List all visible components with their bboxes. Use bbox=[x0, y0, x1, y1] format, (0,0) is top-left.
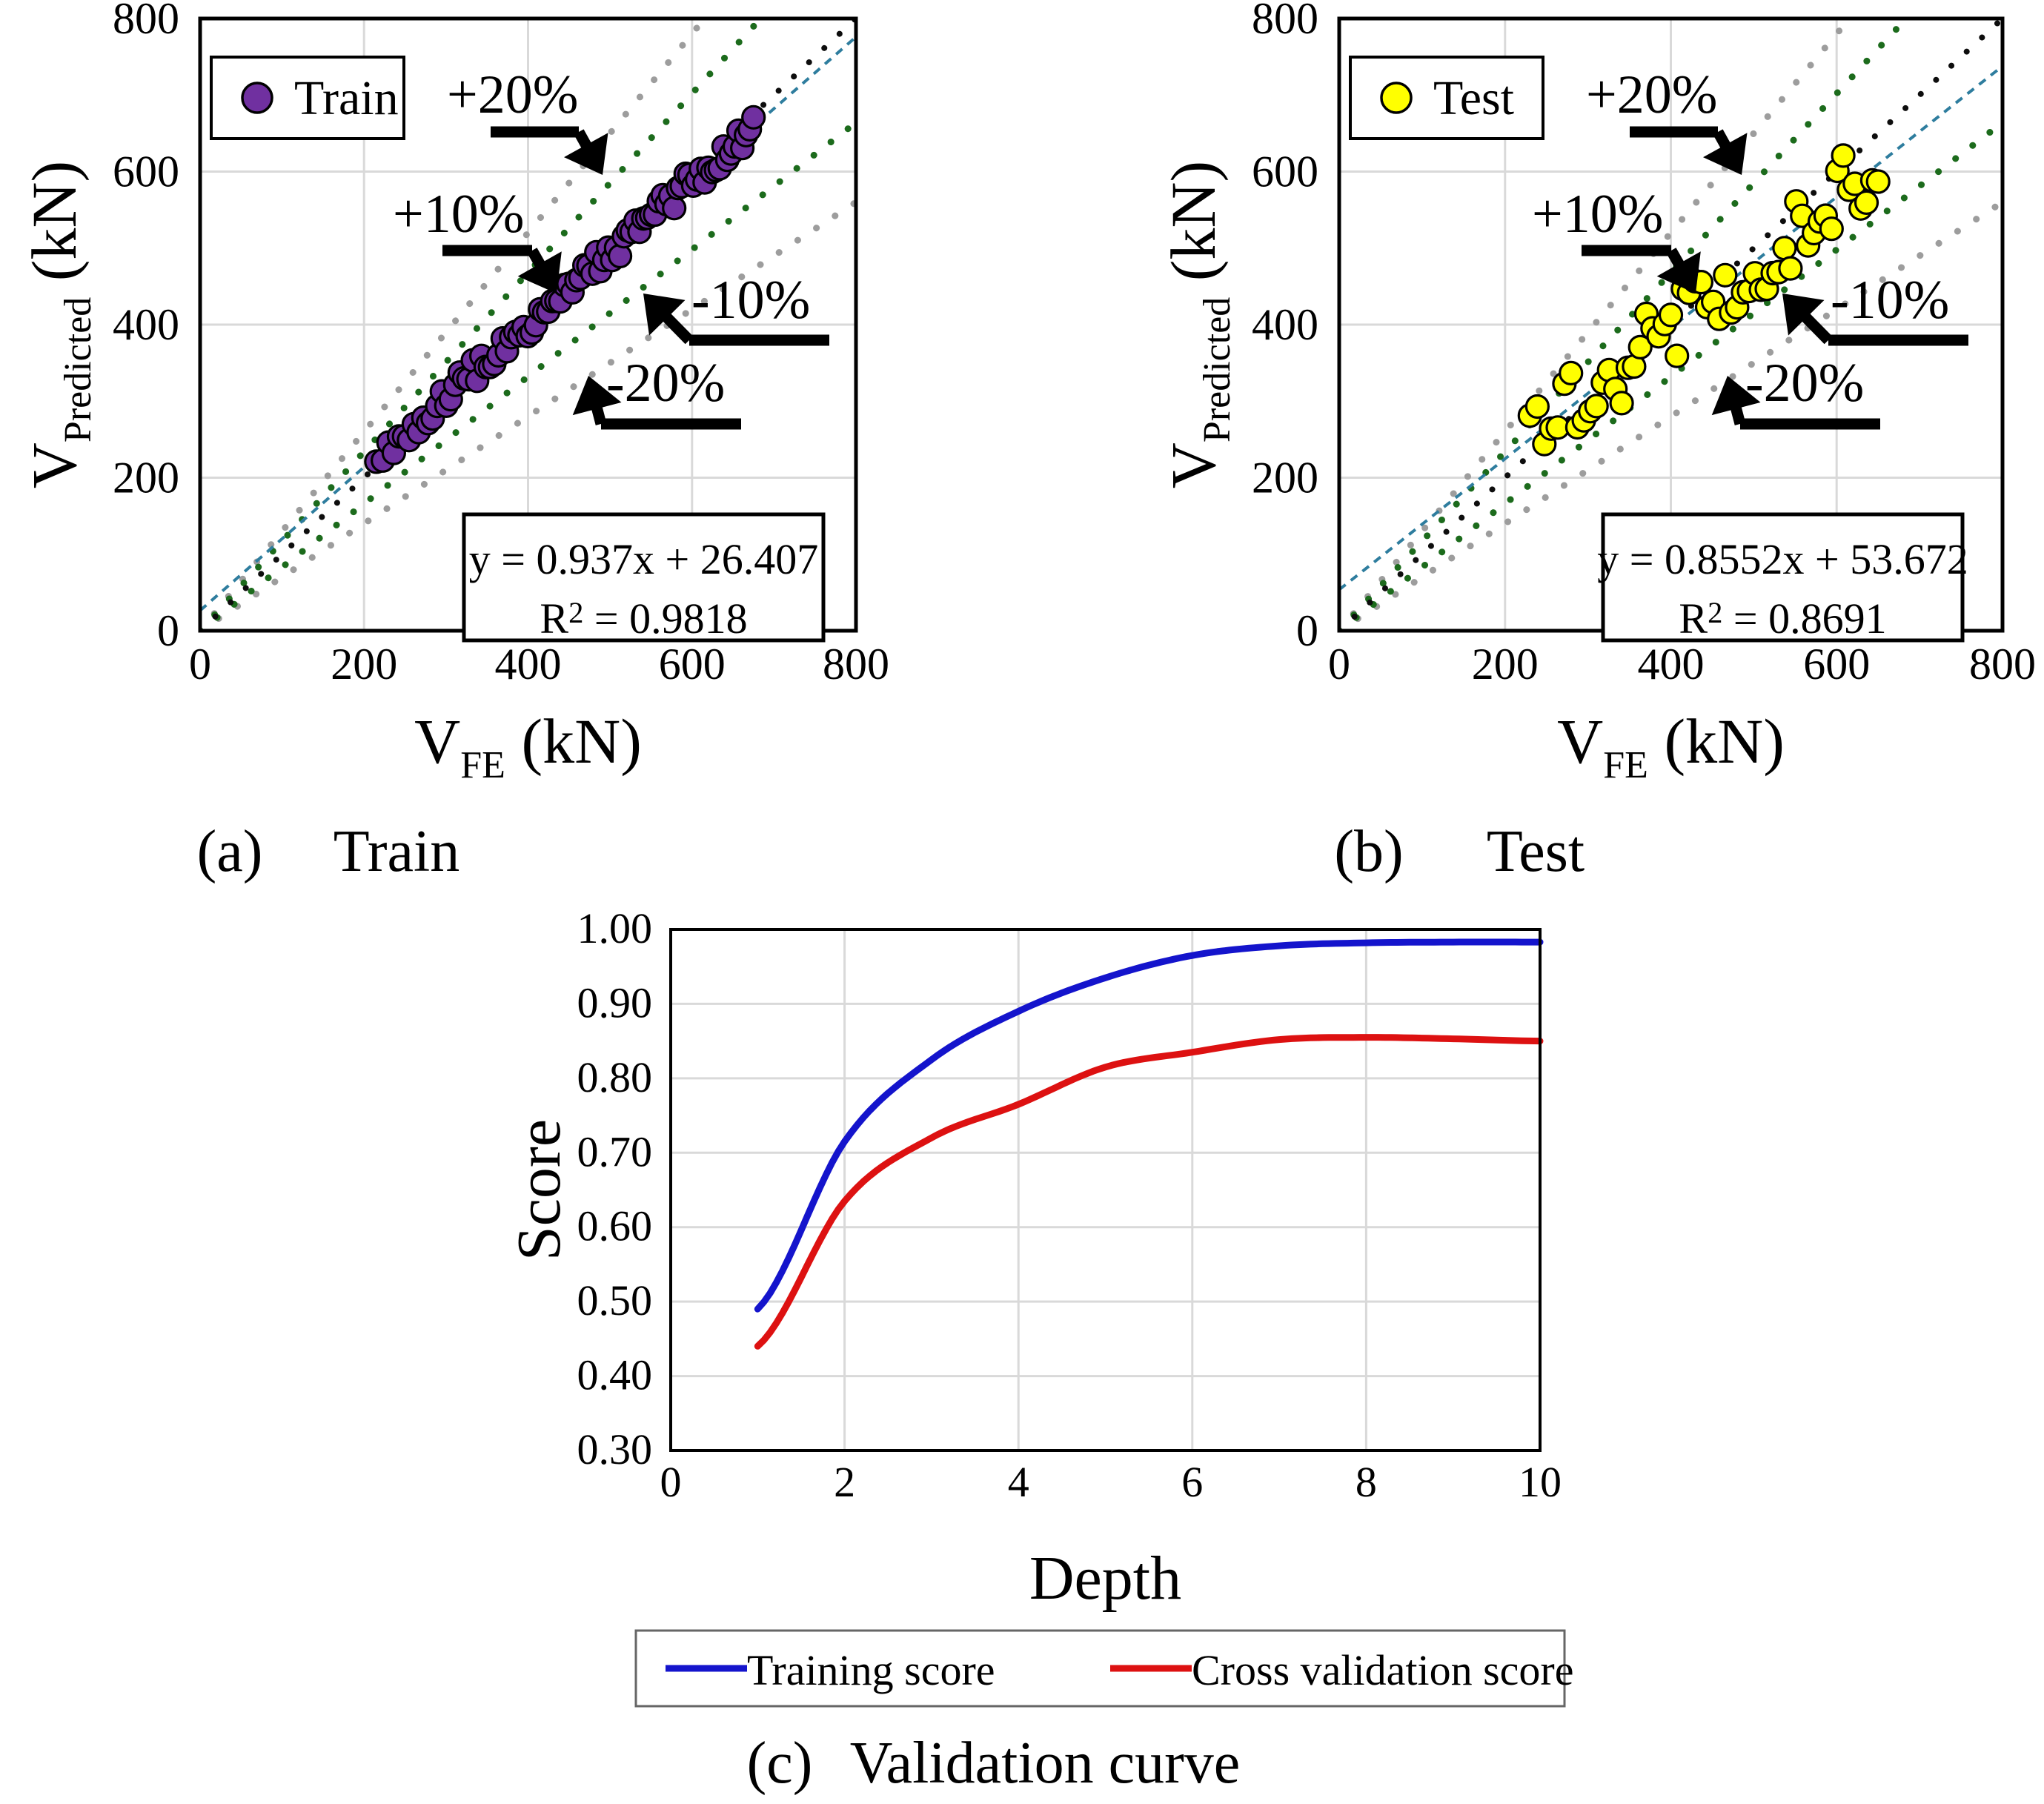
svg-text:+20%: +20% bbox=[447, 64, 578, 125]
svg-text:6: 6 bbox=[1181, 1458, 1203, 1506]
svg-text:Depth: Depth bbox=[1029, 1544, 1181, 1613]
svg-text:1.00: 1.00 bbox=[577, 904, 653, 952]
svg-text:400: 400 bbox=[1638, 640, 1705, 689]
svg-text:Train: Train bbox=[294, 71, 399, 125]
svg-text:(a): (a) bbox=[197, 819, 263, 884]
svg-text:0.30: 0.30 bbox=[577, 1425, 653, 1473]
svg-text:+10%: +10% bbox=[393, 184, 524, 245]
svg-text:(b): (b) bbox=[1334, 819, 1403, 884]
svg-text:+20%: +20% bbox=[1586, 64, 1717, 125]
svg-text:0.90: 0.90 bbox=[577, 978, 653, 1027]
svg-text:VFE (kN): VFE (kN) bbox=[414, 706, 642, 786]
svg-text:600: 600 bbox=[113, 147, 179, 196]
svg-text:400: 400 bbox=[113, 300, 179, 349]
svg-text:10: 10 bbox=[1519, 1458, 1562, 1506]
svg-text:0.50: 0.50 bbox=[577, 1276, 653, 1324]
svg-text:400: 400 bbox=[1252, 300, 1318, 349]
svg-text:200: 200 bbox=[1472, 640, 1539, 689]
svg-text:VFE (kN): VFE (kN) bbox=[1557, 706, 1785, 786]
svg-text:600: 600 bbox=[1803, 640, 1870, 689]
svg-text:y = 0.937x + 26.407: y = 0.937x + 26.407 bbox=[469, 535, 818, 583]
svg-text:0.80: 0.80 bbox=[577, 1053, 653, 1101]
svg-text:2: 2 bbox=[834, 1458, 855, 1506]
svg-text:(c): (c) bbox=[747, 1731, 813, 1796]
svg-text:0: 0 bbox=[1296, 606, 1318, 655]
svg-text:8: 8 bbox=[1356, 1458, 1377, 1506]
svg-text:200: 200 bbox=[1252, 454, 1318, 503]
svg-text:600: 600 bbox=[659, 640, 726, 689]
svg-text:Training score: Training score bbox=[747, 1646, 995, 1694]
svg-text:4: 4 bbox=[1008, 1458, 1029, 1506]
svg-text:0.60: 0.60 bbox=[577, 1202, 653, 1250]
svg-text:Validation curve: Validation curve bbox=[850, 1731, 1240, 1796]
svg-text:0: 0 bbox=[660, 1458, 682, 1506]
svg-text:y = 0.8552x + 53.672: y = 0.8552x + 53.672 bbox=[1597, 535, 1968, 583]
svg-text:+10%: +10% bbox=[1532, 184, 1663, 245]
svg-text:400: 400 bbox=[495, 640, 562, 689]
svg-text:0: 0 bbox=[1328, 640, 1350, 689]
svg-text:Score: Score bbox=[505, 1119, 574, 1261]
svg-text:0: 0 bbox=[189, 640, 211, 689]
svg-text:Test: Test bbox=[1487, 819, 1585, 884]
svg-text:-10%: -10% bbox=[1831, 270, 1949, 331]
svg-text:-20%: -20% bbox=[606, 353, 725, 414]
svg-text:800: 800 bbox=[1252, 0, 1318, 43]
svg-text:Cross validation score: Cross validation score bbox=[1192, 1646, 1573, 1694]
svg-text:-10%: -10% bbox=[691, 270, 810, 331]
svg-text:600: 600 bbox=[1252, 147, 1318, 196]
svg-text:Test: Test bbox=[1433, 71, 1514, 125]
svg-text:Train: Train bbox=[334, 819, 459, 884]
svg-text:800: 800 bbox=[1969, 640, 2036, 689]
svg-text:800: 800 bbox=[823, 640, 889, 689]
svg-text:200: 200 bbox=[331, 640, 397, 689]
svg-text:0: 0 bbox=[157, 606, 179, 655]
svg-text:-20%: -20% bbox=[1745, 353, 1864, 414]
svg-text:200: 200 bbox=[113, 454, 179, 503]
svg-text:0.70: 0.70 bbox=[577, 1127, 653, 1175]
svg-text:800: 800 bbox=[113, 0, 179, 43]
svg-text:0.40: 0.40 bbox=[577, 1351, 653, 1399]
